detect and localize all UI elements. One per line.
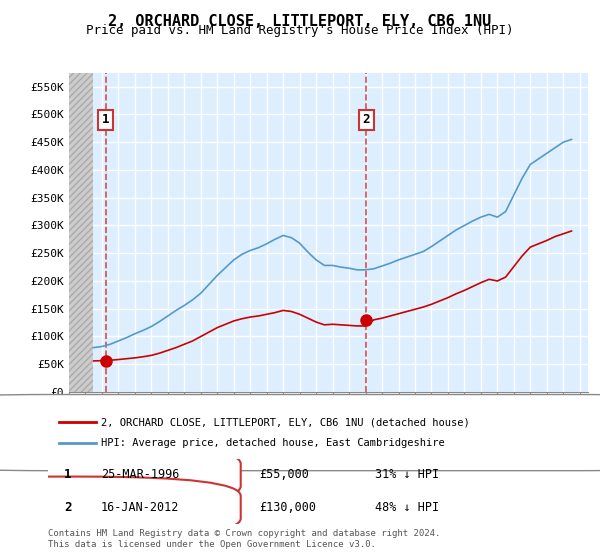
Text: 2: 2 bbox=[64, 501, 71, 514]
FancyBboxPatch shape bbox=[0, 445, 241, 506]
Bar bbox=[69, 73, 80, 392]
Text: £130,000: £130,000 bbox=[259, 501, 316, 514]
FancyBboxPatch shape bbox=[0, 477, 241, 538]
Text: 2, ORCHARD CLOSE, LITTLEPORT, ELY, CB6 1NU (detached house): 2, ORCHARD CLOSE, LITTLEPORT, ELY, CB6 1… bbox=[101, 417, 470, 427]
Text: 31% ↓ HPI: 31% ↓ HPI bbox=[376, 469, 439, 482]
Text: 1: 1 bbox=[64, 469, 71, 482]
Text: Contains HM Land Registry data © Crown copyright and database right 2024.
This d: Contains HM Land Registry data © Crown c… bbox=[48, 529, 440, 549]
FancyBboxPatch shape bbox=[0, 394, 600, 470]
Text: 2, ORCHARD CLOSE, LITTLEPORT, ELY, CB6 1NU: 2, ORCHARD CLOSE, LITTLEPORT, ELY, CB6 1… bbox=[109, 14, 491, 29]
Text: £55,000: £55,000 bbox=[259, 469, 309, 482]
Text: HPI: Average price, detached house, East Cambridgeshire: HPI: Average price, detached house, East… bbox=[101, 438, 445, 448]
Text: 48% ↓ HPI: 48% ↓ HPI bbox=[376, 501, 439, 514]
Text: 2: 2 bbox=[362, 114, 370, 127]
Text: 25-MAR-1996: 25-MAR-1996 bbox=[101, 469, 179, 482]
Text: Price paid vs. HM Land Registry's House Price Index (HPI): Price paid vs. HM Land Registry's House … bbox=[86, 24, 514, 37]
Text: 16-JAN-2012: 16-JAN-2012 bbox=[101, 501, 179, 514]
Text: 1: 1 bbox=[102, 114, 109, 127]
